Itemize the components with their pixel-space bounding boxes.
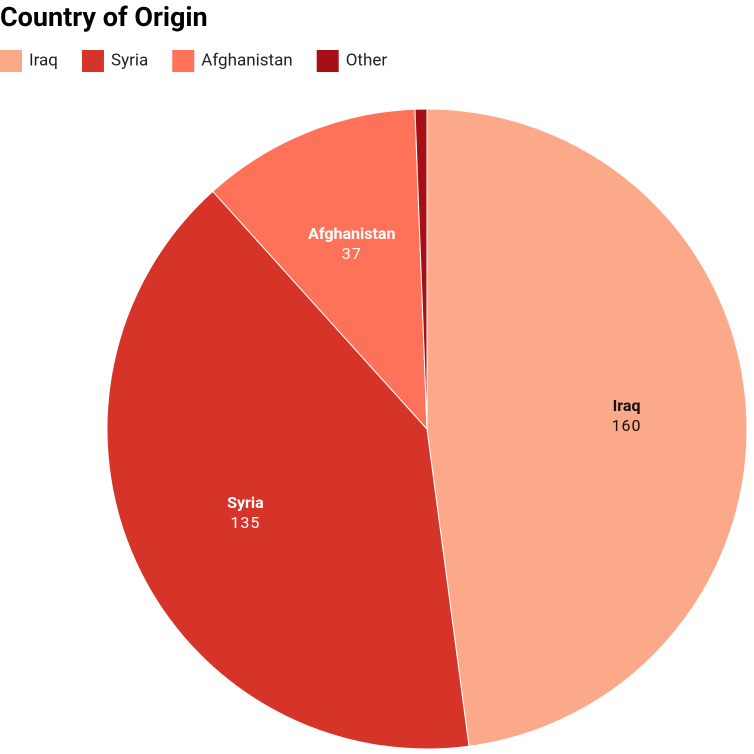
slice-value: 135 <box>230 513 260 532</box>
slice-label: Syria <box>227 493 264 512</box>
legend-label: Other <box>346 50 388 70</box>
pie-slice <box>426 108 748 747</box>
slice-label: Iraq <box>613 396 641 415</box>
legend-swatch <box>0 50 22 72</box>
legend-swatch <box>81 50 104 72</box>
slice-value: 160 <box>612 416 642 435</box>
pie-slice <box>212 108 428 431</box>
pie-slice <box>106 190 470 750</box>
legend-label: Afghanistan <box>201 50 292 70</box>
slice-label: Afghanistan <box>308 224 395 243</box>
legend: Iraq Syria Afghanistan Other <box>0 50 387 72</box>
legend-label: Iraq <box>29 50 58 70</box>
slice-value: 37 <box>342 244 362 263</box>
legend-label: Syria <box>111 50 148 70</box>
chart-title: Country of Origin <box>0 1 208 33</box>
legend-swatch <box>316 50 339 72</box>
legend-swatch <box>172 50 195 72</box>
pie-slice <box>414 108 428 430</box>
